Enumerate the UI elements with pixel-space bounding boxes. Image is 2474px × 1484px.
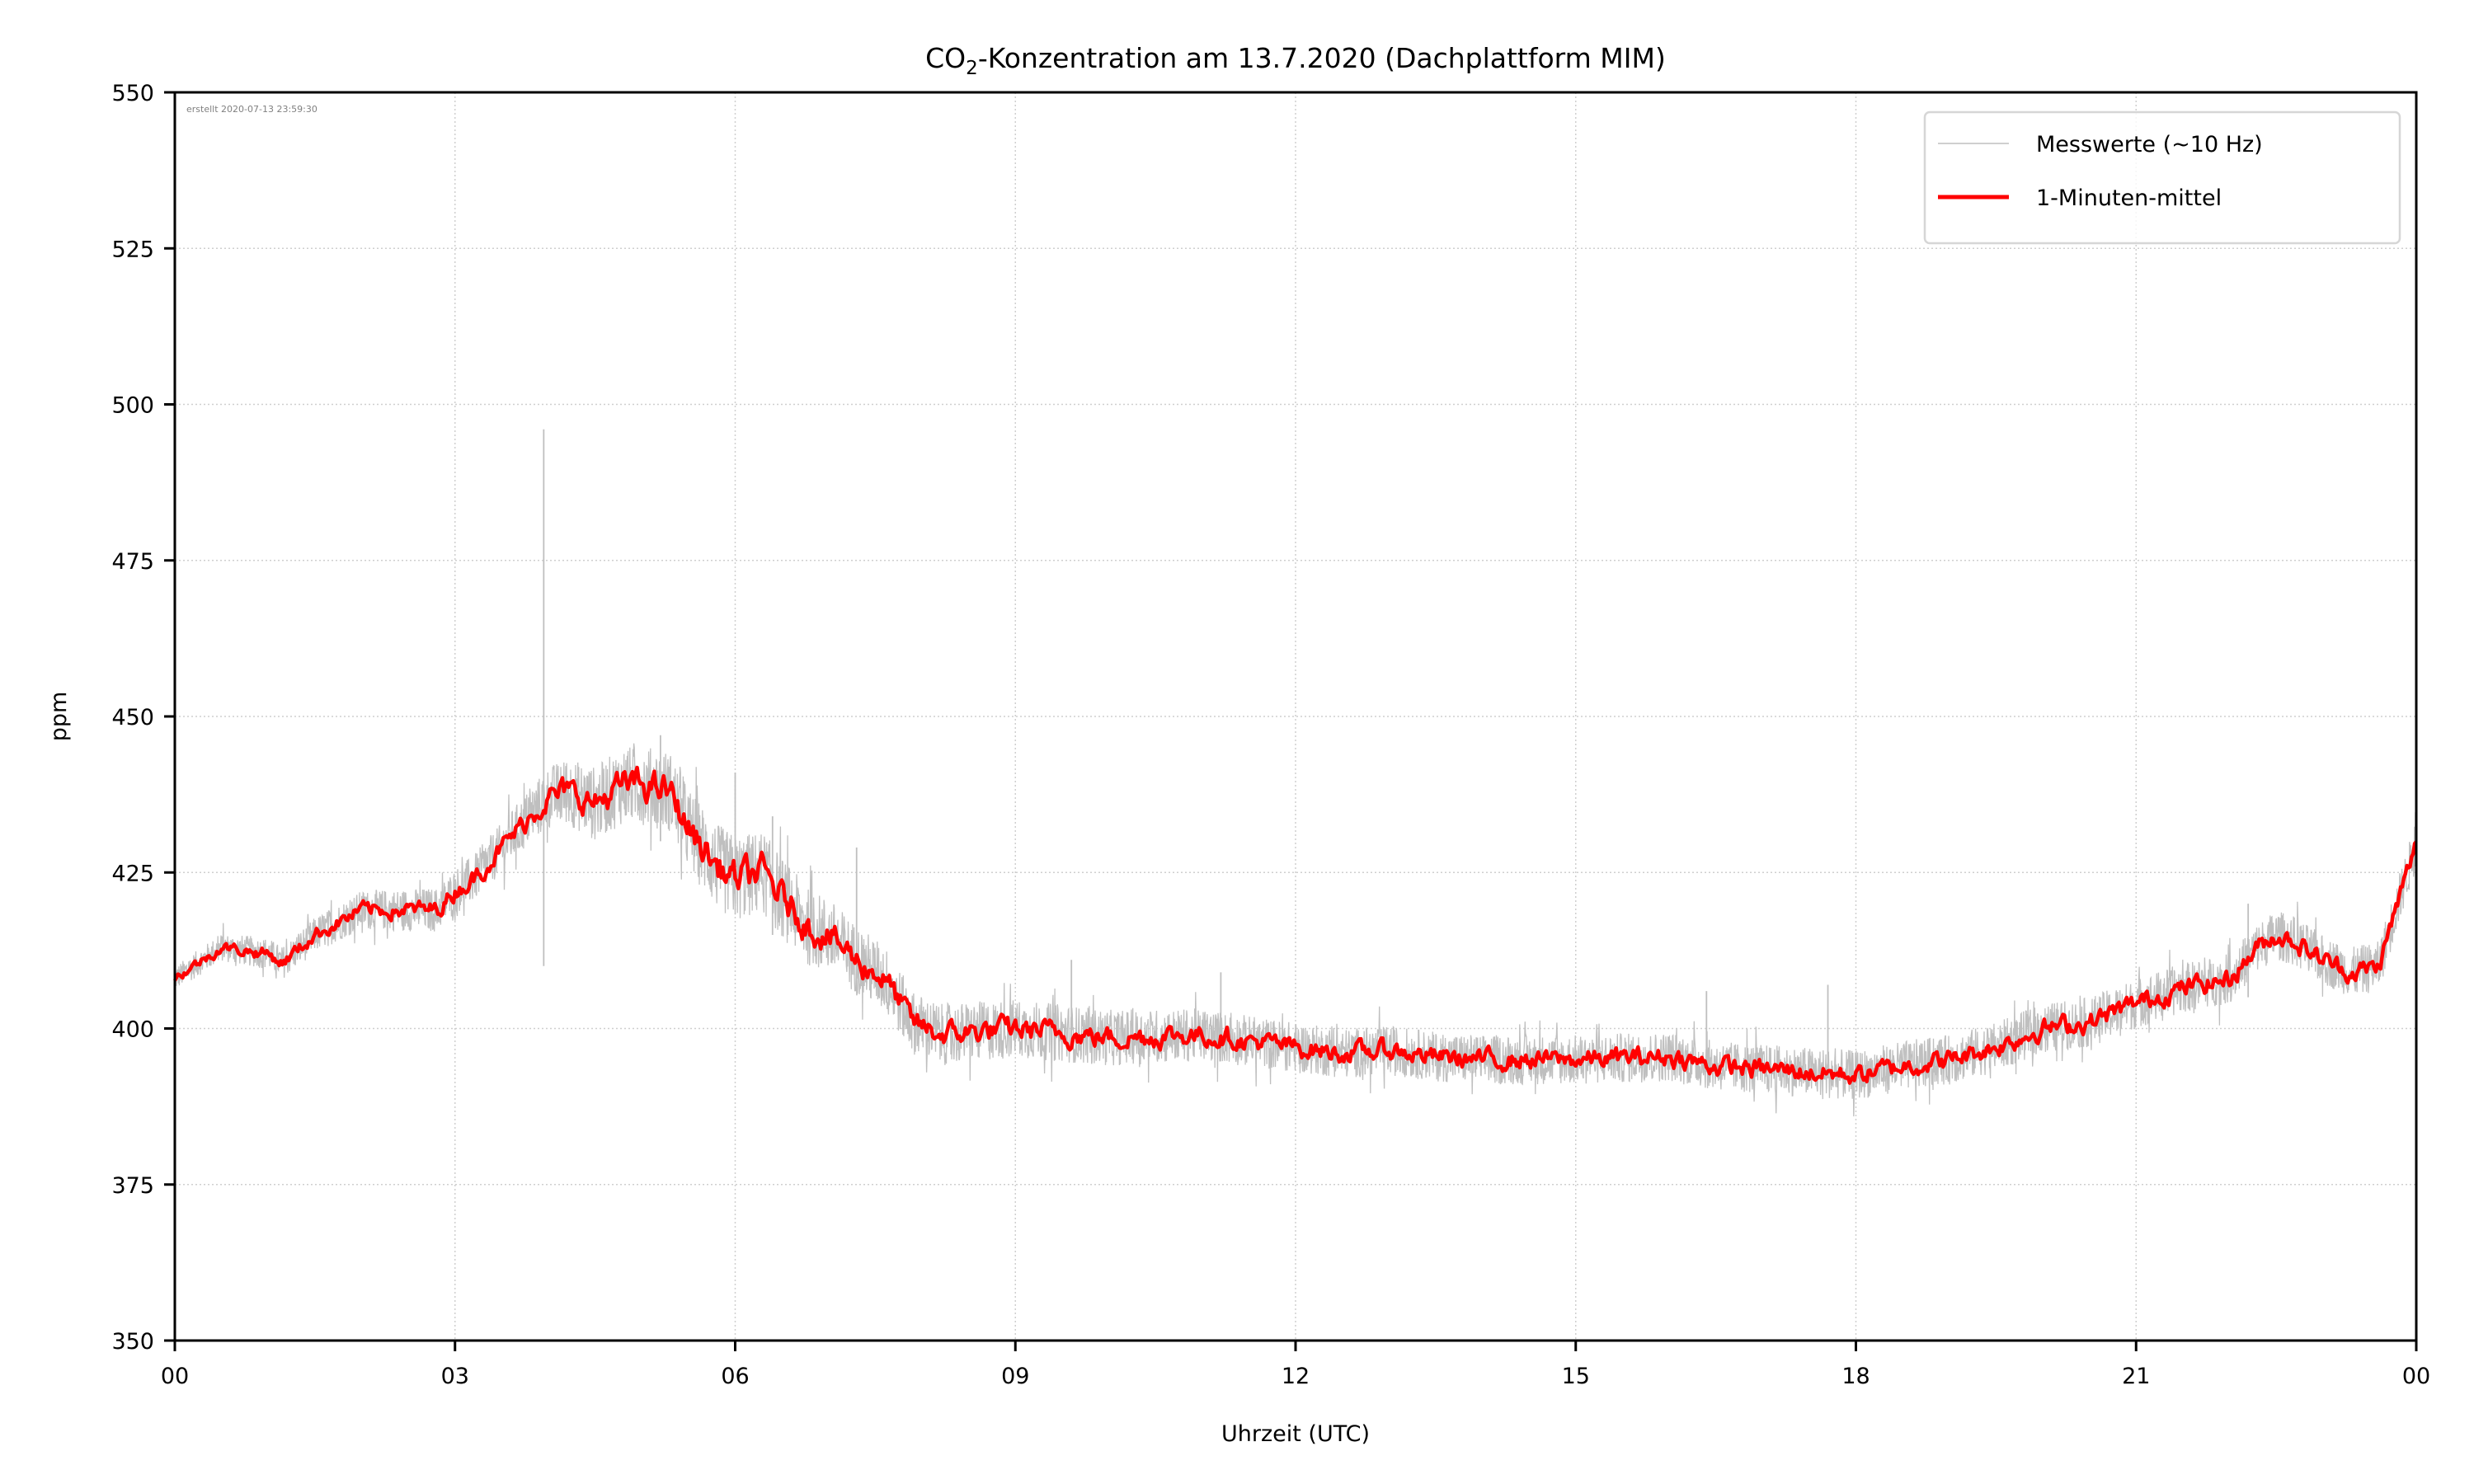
y-axis: 350 375 400 425 450 475 500 525 550 — [111, 81, 175, 1355]
y-tick-label: 350 — [111, 1329, 154, 1355]
x-tick-label: 03 — [441, 1364, 469, 1389]
x-tick-label: 18 — [1841, 1364, 1870, 1389]
y-tick-label: 500 — [111, 393, 154, 419]
chart-title: CO2-Konzentration am 13.7.2020 (Dachplat… — [925, 42, 1666, 79]
x-tick-label: 12 — [1282, 1364, 1310, 1389]
legend-box — [1923, 110, 2401, 245]
legend-label-messwerte: Messwerte (~10 Hz) — [2036, 132, 2263, 157]
y-tick-label: 525 — [111, 237, 154, 262]
x-tick-label: 15 — [1562, 1364, 1590, 1389]
series-1-minuten-mittel — [172, 765, 2418, 1085]
legend: Messwerte (~10 Hz) 1-Minuten-mittel — [1923, 110, 2401, 245]
y-tick-label: 450 — [111, 705, 154, 730]
x-tick-label: 21 — [2122, 1364, 2150, 1389]
x-tick-label: 00 — [161, 1364, 189, 1389]
x-tick-label: 09 — [1001, 1364, 1029, 1389]
x-axis: 00 03 06 09 12 15 18 21 00 — [161, 1341, 2430, 1389]
y-axis-label: ppm — [46, 692, 72, 742]
legend-label-mittel: 1-Minuten-mittel — [2036, 186, 2222, 211]
y-tick-label: 475 — [111, 549, 154, 575]
mittel-line — [172, 765, 2418, 1085]
x-tick-label: 06 — [721, 1364, 749, 1389]
y-tick-label: 550 — [111, 81, 154, 106]
x-tick-label: 00 — [2402, 1364, 2430, 1389]
y-tick-label: 375 — [111, 1173, 154, 1199]
created-annotation: erstellt 2020-07-13 23:59:30 — [186, 104, 317, 115]
y-tick-label: 425 — [111, 861, 154, 886]
x-axis-label: Uhrzeit (UTC) — [1221, 1421, 1370, 1447]
y-tick-label: 400 — [111, 1017, 154, 1043]
